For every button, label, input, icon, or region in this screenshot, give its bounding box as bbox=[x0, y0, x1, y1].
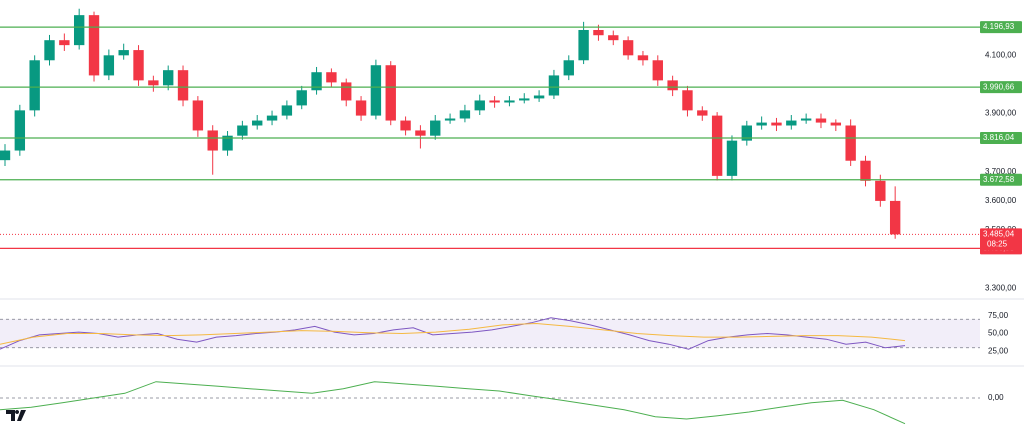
candle-body bbox=[237, 125, 248, 136]
candle-body bbox=[73, 15, 85, 46]
level-label-box bbox=[980, 173, 1022, 186]
indicator-line bbox=[0, 381, 906, 425]
level-label: 3.990,66 bbox=[983, 82, 1015, 91]
candle-body bbox=[786, 120, 797, 126]
candle-body bbox=[0, 150, 11, 161]
level-label-box bbox=[980, 21, 1022, 34]
candle-body bbox=[326, 72, 337, 83]
level-label-box bbox=[980, 81, 1022, 94]
candle-body bbox=[415, 130, 426, 136]
candle-body bbox=[29, 60, 40, 111]
candle-body bbox=[637, 55, 649, 61]
candle-body bbox=[533, 95, 545, 99]
candle-body bbox=[59, 40, 70, 46]
indicator-line bbox=[0, 322, 906, 345]
candle-body bbox=[296, 90, 307, 106]
y-tick-label: 75,00 bbox=[988, 311, 1009, 320]
candle-body bbox=[430, 120, 441, 136]
candle-body bbox=[341, 82, 352, 101]
candle-body bbox=[385, 65, 396, 121]
candle-body bbox=[726, 140, 738, 176]
y-tick-label: 3.900,00 bbox=[985, 109, 1017, 118]
candle-body bbox=[148, 80, 159, 86]
candle-body bbox=[593, 29, 604, 36]
candle-body bbox=[177, 70, 189, 101]
candle-body bbox=[875, 180, 886, 201]
candle-body bbox=[830, 122, 842, 126]
last-price-label: 3.485,04 bbox=[983, 229, 1015, 238]
y-tick-label: 4.100,00 bbox=[985, 50, 1017, 59]
candle-body bbox=[711, 115, 723, 176]
level-label: 4.196,93 bbox=[983, 22, 1015, 31]
countdown: 08:25 bbox=[987, 239, 1008, 248]
candle-body bbox=[88, 15, 100, 76]
candle-body bbox=[14, 110, 26, 151]
candle-body bbox=[252, 120, 263, 126]
candle-body bbox=[860, 160, 871, 181]
candle-body bbox=[474, 100, 485, 111]
candle-body bbox=[697, 110, 708, 116]
y-tick-label: 0,00 bbox=[988, 393, 1004, 402]
band bbox=[0, 319, 980, 348]
candle-body bbox=[370, 65, 382, 116]
candle-body bbox=[741, 125, 752, 141]
candle-body bbox=[44, 40, 55, 61]
candle-body bbox=[311, 72, 322, 91]
candle-body bbox=[815, 118, 827, 123]
candle-body bbox=[608, 35, 619, 41]
candle-body bbox=[489, 100, 500, 103]
candle-body bbox=[103, 55, 115, 76]
y-tick-label: 3.700,00 bbox=[985, 167, 1017, 176]
candle-body bbox=[207, 130, 218, 151]
y-tick-label: 25,00 bbox=[988, 346, 1009, 355]
last-price-box bbox=[980, 228, 1022, 251]
candle-body bbox=[652, 60, 663, 81]
candle-body bbox=[118, 50, 129, 56]
logo bbox=[6, 410, 26, 421]
candle-body bbox=[771, 122, 782, 126]
candle-body bbox=[222, 135, 233, 151]
level-label: 3.672,58 bbox=[983, 175, 1015, 184]
level-label: 3.816,04 bbox=[983, 133, 1015, 142]
candle-body bbox=[444, 118, 456, 121]
candle-body bbox=[622, 40, 634, 56]
candle-body bbox=[281, 105, 293, 116]
candle-body bbox=[459, 110, 471, 119]
candle-body bbox=[667, 80, 678, 91]
candle-body bbox=[192, 100, 204, 131]
candle-body bbox=[519, 98, 530, 101]
candle-body bbox=[756, 122, 767, 126]
candle-body bbox=[266, 115, 278, 121]
candle-body bbox=[133, 50, 144, 81]
candle-body bbox=[889, 200, 901, 235]
candle-body bbox=[845, 125, 856, 161]
indicator-line bbox=[0, 317, 906, 350]
candle-body bbox=[400, 120, 411, 131]
candle-body bbox=[682, 90, 693, 111]
level-label-box bbox=[980, 132, 1022, 145]
candle-body bbox=[563, 60, 574, 76]
y-tick-label: 3.600,00 bbox=[985, 196, 1017, 205]
candle-body bbox=[355, 100, 367, 116]
candle-body bbox=[548, 75, 560, 96]
candle-body bbox=[163, 70, 174, 86]
candle-body bbox=[578, 29, 589, 61]
y-tick-label: 3.300,00 bbox=[985, 283, 1017, 292]
y-tick-label: 50,00 bbox=[988, 329, 1009, 338]
candle-body bbox=[800, 118, 812, 121]
candle-body bbox=[504, 100, 515, 103]
